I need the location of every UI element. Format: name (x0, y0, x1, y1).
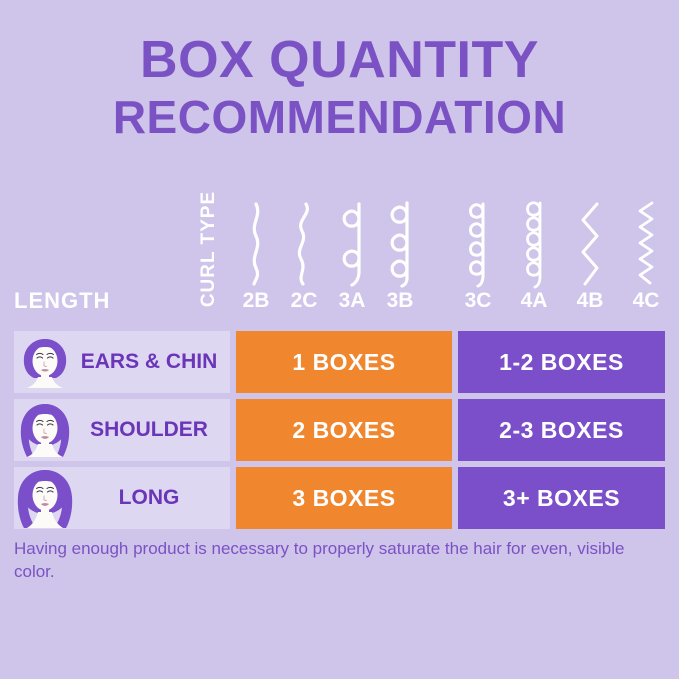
wavy-boxes-cell: 3 BOXES (236, 467, 452, 529)
table-row: EARS & CHIN 1 BOXES 1-2 BOXES (14, 331, 665, 393)
curl-label-group-wavy: 2B 2C 3A 3B (236, 289, 420, 313)
wavy-boxes-cell: 2 BOXES (236, 399, 452, 461)
coily-boxes-cell: 1-2 BOXES (458, 331, 665, 393)
curl-type-icon-row (236, 198, 666, 290)
curl-label-3b: 3B (386, 289, 414, 312)
face-short-hair-icon (23, 339, 67, 388)
curl-group-wavy (236, 198, 420, 290)
face-long-hair-icon (17, 470, 73, 528)
title-line-secondary: RECOMMENDATION (112, 91, 567, 143)
coil-tight-icon (469, 202, 485, 288)
length-label: LONG (118, 486, 180, 509)
curl-label-3a: 3A (338, 289, 366, 312)
recommendation-table: EARS & CHIN 1 BOXES 1-2 BOXES SHOULDER (14, 331, 665, 535)
coily-boxes-cell: 3+ BOXES (458, 467, 665, 529)
coily-boxes-cell: 2-3 BOXES (458, 399, 665, 461)
curl-type-header-label: CURL TYPE (198, 190, 219, 308)
curl-label-2c: 2C (290, 289, 318, 312)
table-row: SHOULDER 2 BOXES 2-3 BOXES (14, 399, 665, 461)
curl-label-2b: 2B (242, 289, 270, 312)
curl-loose-loop-icon (342, 202, 361, 287)
curl-type-label-row: 2B 2C 3A 3B 3C 4A 4B 4C (236, 289, 666, 313)
length-cell: LONG (14, 467, 230, 529)
length-cell: EARS & CHIN (14, 331, 230, 393)
table-row: LONG 3 BOXES 3+ BOXES (14, 467, 665, 529)
wave-loose-icon (252, 202, 260, 286)
length-header-label: LENGTH (14, 288, 111, 313)
title-line-primary: BOX QUANTITY (140, 31, 539, 89)
curl-label-4a: 4A (520, 289, 548, 312)
zigzag-tight-icon (638, 201, 654, 285)
curl-label-4b: 4B (576, 289, 604, 312)
curl-label-group-coily: 3C 4A 4B 4C (458, 289, 666, 313)
coil-springy-icon (526, 201, 542, 289)
wave-deep-icon (297, 202, 309, 286)
footnote-text: Having enough product is necessary to pr… (14, 539, 625, 581)
curl-group-coily (458, 198, 666, 290)
zigzag-wide-icon (581, 202, 599, 286)
wavy-boxes-cell: 1 BOXES (236, 331, 452, 393)
curl-type-axis: CURL TYPE (192, 191, 226, 314)
length-label: EARS & CHIN (80, 350, 218, 373)
curl-spiral-icon (390, 201, 409, 288)
length-label: SHOULDER (90, 418, 208, 441)
curl-label-3c: 3C (464, 289, 492, 312)
length-cell: SHOULDER (14, 399, 230, 461)
curl-label-4c: 4C (632, 289, 660, 312)
page-title: BOX QUANTITY RECOMMENDATION (0, 34, 679, 140)
face-medium-hair-icon (20, 404, 70, 457)
